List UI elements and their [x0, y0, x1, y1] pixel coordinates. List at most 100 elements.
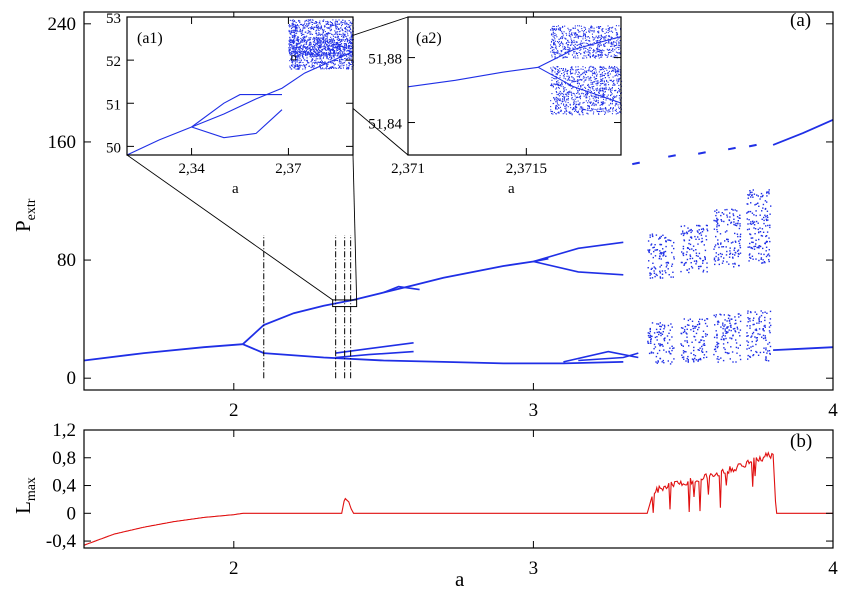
inset-a1-band-point: [331, 42, 333, 44]
inset-a1-band-point: [313, 43, 315, 45]
inset-a2-band-point: [590, 101, 592, 103]
panel-a-band-point: [667, 324, 670, 327]
inset-a2-band-point: [584, 47, 586, 49]
panel-a-band-point: [698, 322, 701, 325]
inset-a2-band-point: [574, 55, 576, 57]
panel-a-band-point: [714, 210, 716, 212]
panel-a-band-point: [665, 262, 667, 264]
inset-a2-band-point: [601, 110, 603, 112]
inset-a2-band-point: [573, 102, 575, 104]
inset-a1-band-point: [292, 48, 294, 50]
panel-a-band-point: [728, 319, 731, 321]
inset-a1-y-tick-label: 50: [106, 140, 121, 156]
inset-a1-band-point: [311, 26, 313, 28]
panel-a-band-point: [656, 362, 658, 364]
inset-a2-band-point: [575, 66, 577, 68]
inset-a2-band-point: [607, 38, 609, 40]
inset-a1-band-point: [313, 49, 315, 51]
inset-a2-band-point: [611, 30, 613, 32]
inset-a2-band-point: [602, 36, 604, 38]
panel-a-band-point: [671, 263, 674, 265]
inset-a1-band-point: [317, 40, 319, 42]
inset-a1-band-point: [342, 19, 344, 21]
inset-a1-band-point: [341, 40, 343, 42]
inset-a2-band-point: [609, 79, 611, 81]
inset-a2-band-point: [599, 90, 601, 92]
panel-a-band-point: [725, 254, 728, 256]
inset-a1-band-point: [347, 35, 349, 37]
panel-a-band-point: [752, 189, 754, 191]
inset-a2-band-point: [619, 69, 621, 71]
inset-a2-band-point: [560, 92, 562, 94]
panel-a-band-point: [720, 219, 722, 221]
inset-a2-band-point: [595, 35, 597, 37]
inset-a2-band-point: [583, 95, 585, 97]
inset-a2-band-point: [592, 50, 594, 52]
panel-a-band-point: [696, 224, 698, 227]
inset-a2-band-point: [574, 32, 576, 34]
inset-a1-band-point: [325, 34, 327, 36]
inset-a2-band-point: [617, 38, 619, 40]
inset-a2-band-point: [605, 107, 607, 109]
inset-a1-band-point: [290, 52, 292, 54]
inset-a2-band-point: [573, 100, 575, 102]
panel-a-band-point: [662, 345, 664, 347]
inset-a2-band-point: [562, 69, 564, 71]
inset-a1-band-point: [346, 41, 348, 43]
panel-a-band-point: [693, 335, 695, 338]
inset-a1-band-point: [289, 44, 291, 46]
panel-a-band-point: [690, 228, 692, 231]
inset-a2-band-point: [574, 93, 576, 95]
inset-a1-band-point: [291, 44, 293, 46]
inset-a1-band-point: [340, 44, 342, 46]
inset-a2-band-point: [560, 110, 562, 112]
inset-a1-band-point: [315, 53, 317, 55]
inset-a1-band-point: [315, 55, 317, 57]
inset-a2-band-point: [599, 39, 601, 41]
inset-a2-band-point: [551, 71, 553, 73]
inset-a1-band-point: [289, 39, 291, 41]
inset-a1-band-point: [346, 46, 348, 48]
inset-a2-band-point: [577, 111, 579, 113]
inset-a2-band-point: [556, 41, 558, 43]
panel-a-band-point: [765, 359, 768, 362]
inset-a1-band-point: [333, 51, 335, 53]
inset-a1-band-point: [292, 62, 294, 64]
inset-a1-band-point: [332, 34, 334, 36]
inset-a1-band-point: [317, 50, 319, 52]
inset-a2-band-point: [562, 75, 564, 77]
inset-a2-band-point: [595, 100, 597, 102]
inset-a2-band-point: [567, 49, 569, 51]
panel-a-band-point: [766, 210, 769, 212]
inset-a2-band-point: [583, 108, 585, 110]
inset-a1-band-point: [350, 54, 352, 56]
inset-a2-band-point: [577, 85, 579, 87]
inset-a1-band-point: [319, 45, 321, 47]
panel-a-band-point: [659, 344, 661, 347]
inset-a1-band-point: [323, 40, 325, 42]
inset-a1-band-point: [335, 26, 337, 28]
inset-a2-band-point: [608, 104, 610, 106]
inset-a2-tag: (a2): [416, 30, 442, 47]
inset-a2-band-point: [617, 52, 619, 54]
inset-a1-band-point: [317, 47, 319, 49]
inset-a2-band-point: [570, 34, 572, 36]
panel-a-y-tick-label: 0: [67, 368, 77, 389]
inset-a1-band-point: [347, 26, 349, 28]
inset-a2-band-point: [587, 53, 589, 55]
inset-a1-band-point: [339, 44, 341, 46]
inset-a2-band-point: [616, 66, 618, 68]
inset-a2-band-point: [555, 68, 557, 70]
inset-a2-x-title: a: [508, 181, 515, 197]
inset-a2-band-point: [577, 96, 579, 98]
panel-a-band-point: [746, 203, 748, 205]
inset-a2-band-point: [550, 67, 552, 69]
inset-a2-band-point: [559, 43, 561, 45]
inset-a2-band-point: [588, 105, 590, 107]
panel-a-band-point: [702, 262, 704, 264]
panel-a-band-point: [680, 332, 682, 335]
inset-a1-band-point: [320, 46, 322, 48]
inset-a1-band-point: [338, 19, 340, 21]
panel-a-band-point: [751, 333, 754, 335]
inset-a1-band-point: [303, 24, 305, 26]
